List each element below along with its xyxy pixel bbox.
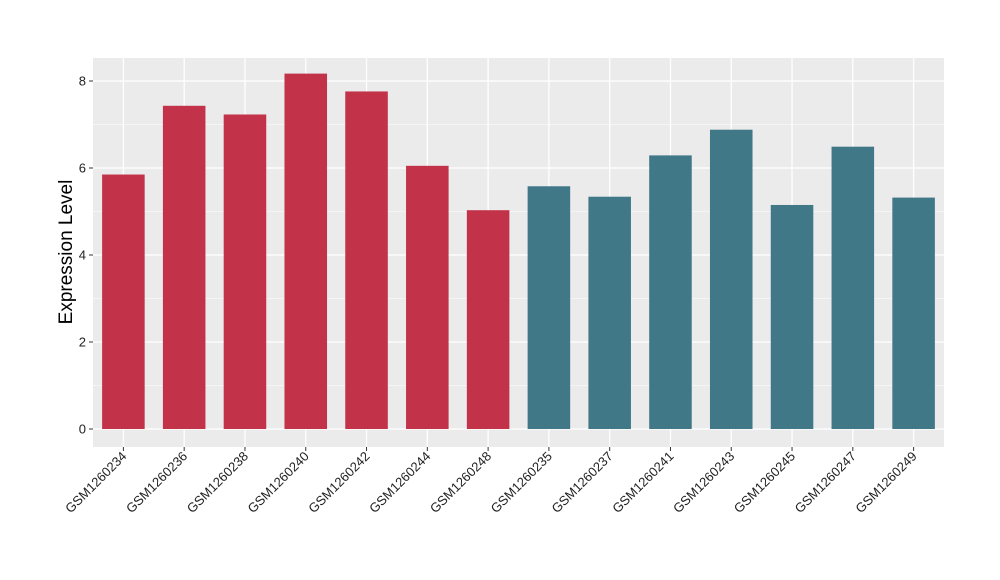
x-tick-label: GSM1260245 — [731, 449, 798, 516]
x-tick-label: GSM1260242 — [305, 449, 372, 516]
x-tick-label: GSM1260248 — [427, 449, 494, 516]
bar-GSM1260249 — [892, 197, 935, 429]
y-tick-label: 6 — [79, 161, 86, 176]
bar-GSM1260237 — [588, 196, 631, 429]
bar-GSM1260241 — [649, 155, 692, 429]
y-tick-label: 2 — [79, 335, 86, 350]
y-tick-label: 4 — [79, 248, 86, 263]
x-tick-label: GSM1260236 — [123, 449, 190, 516]
bar-GSM1260244 — [406, 165, 449, 429]
bar-GSM1260234 — [102, 174, 145, 429]
bar-GSM1260243 — [709, 129, 753, 429]
bar-GSM1260238 — [223, 114, 267, 430]
x-tick-label: GSM1260240 — [245, 449, 312, 516]
bar-GSM1260235 — [527, 186, 571, 429]
x-tick-label: GSM1260237 — [548, 449, 615, 516]
x-tick-label: GSM1260247 — [792, 449, 859, 516]
x-tick-label: GSM1260243 — [670, 449, 737, 516]
bar-GSM1260247 — [831, 146, 875, 429]
y-axis-title: Expression Level — [56, 180, 77, 325]
x-tick-label: GSM1260241 — [609, 449, 676, 516]
x-tick-label: GSM1260238 — [184, 449, 251, 516]
bar-GSM1260245 — [770, 204, 814, 429]
x-tick-label: GSM1260235 — [488, 449, 555, 516]
y-tick-label: 8 — [79, 74, 86, 89]
plot-panel — [93, 58, 944, 447]
bars — [102, 73, 935, 430]
x-tick-label: GSM1260234 — [62, 449, 129, 516]
bar-GSM1260236 — [162, 105, 206, 430]
y-tick-label: 0 — [79, 422, 86, 437]
bar-GSM1260240 — [284, 73, 328, 429]
bar-GSM1260242 — [345, 91, 388, 429]
x-tick-label: GSM1260244 — [366, 449, 433, 516]
x-tick-label: GSM1260249 — [852, 449, 919, 516]
bar-GSM1260248 — [466, 210, 510, 429]
